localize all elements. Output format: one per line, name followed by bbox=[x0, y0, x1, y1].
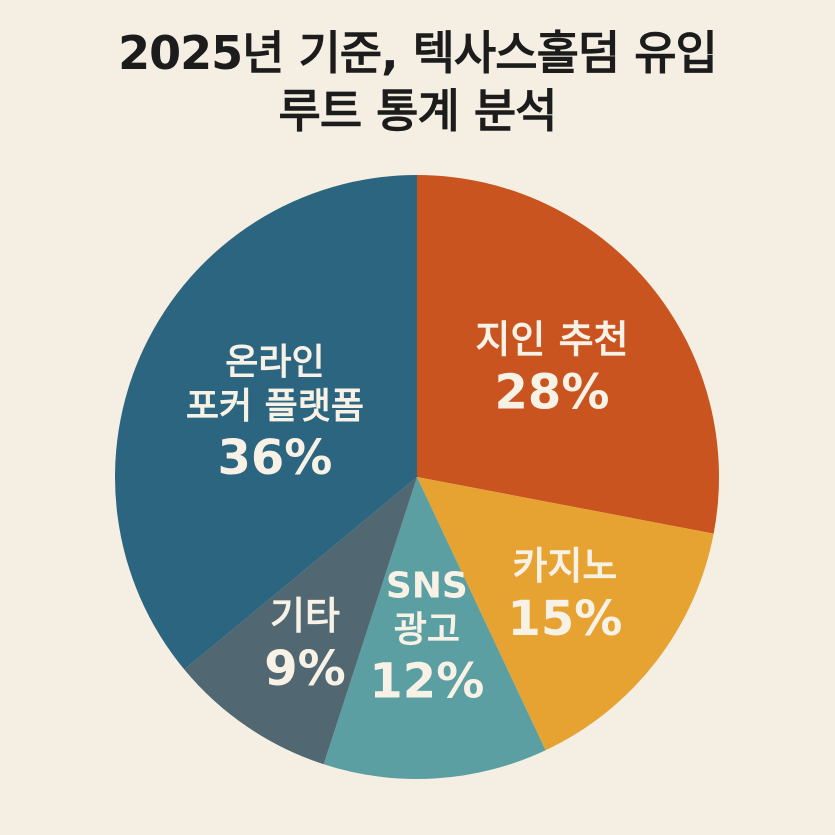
chart-title: 2025년 기준, 텍사스홀덤 유입 루트 통계 분석 bbox=[0, 24, 835, 140]
pie-slice bbox=[417, 477, 714, 751]
chart-title-line-2: 루트 통계 분석 bbox=[278, 84, 558, 138]
slice-value-label: 36% bbox=[217, 430, 332, 486]
slice-label: 기타 bbox=[270, 594, 340, 638]
pie-slice bbox=[323, 477, 546, 779]
slice-label: 광고 bbox=[394, 610, 460, 651]
slice-label: 지인 추천 bbox=[475, 317, 628, 361]
chart-title-line-1: 2025년 기준, 텍사스홀덤 유입 bbox=[118, 26, 718, 80]
pie-slice bbox=[114, 174, 418, 670]
pie-slice bbox=[417, 175, 719, 534]
slice-value-label: 9% bbox=[264, 641, 346, 697]
slice-label: 온라인 bbox=[225, 342, 324, 383]
pie-slice bbox=[184, 477, 417, 765]
slice-label: 카지노 bbox=[513, 544, 618, 588]
slice-value-label: 12% bbox=[369, 654, 484, 710]
pie-slices bbox=[114, 174, 719, 779]
slice-value-label: 15% bbox=[508, 591, 623, 647]
slice-label: 포커 플랫폼 bbox=[186, 386, 364, 427]
slice-value-label: 28% bbox=[495, 364, 610, 420]
slice-label: SNS bbox=[386, 566, 468, 607]
